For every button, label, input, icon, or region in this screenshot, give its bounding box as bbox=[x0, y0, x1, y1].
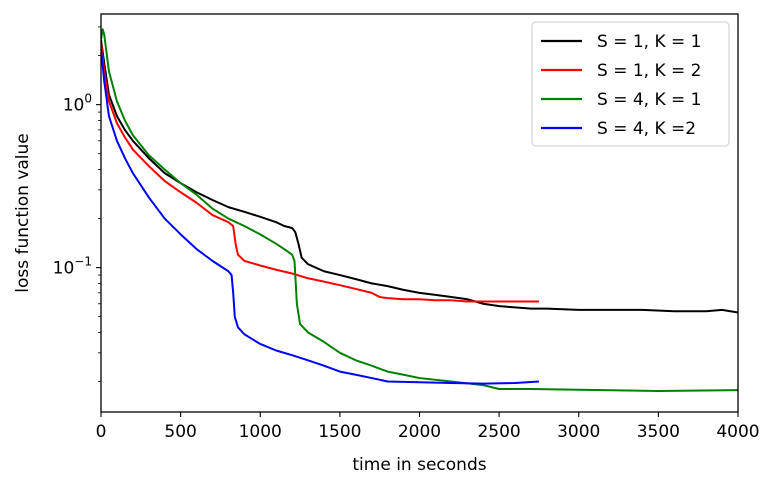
x-tick-label: 1500 bbox=[318, 422, 361, 442]
x-tick-label: 2500 bbox=[477, 422, 520, 442]
x-tick-label: 4000 bbox=[716, 422, 759, 442]
y-tick-label: 100 bbox=[63, 92, 92, 116]
x-tick-label: 1000 bbox=[239, 422, 282, 442]
legend-label-2: S = 1, K = 2 bbox=[597, 61, 701, 81]
series-layer bbox=[101, 28, 738, 392]
x-tick-label: 2000 bbox=[398, 422, 441, 442]
x-tick-label: 3000 bbox=[557, 422, 600, 442]
y-axis-label: loss function value bbox=[13, 133, 33, 293]
x-tick-label: 0 bbox=[96, 422, 107, 442]
y-axis: 100 10−1 bbox=[53, 26, 101, 382]
x-tick-label: 500 bbox=[164, 422, 196, 442]
legend: S = 1, K = 1 S = 1, K = 2 S = 4, K = 1 S = … bbox=[531, 21, 730, 147]
legend-box bbox=[531, 21, 730, 147]
legend-label-4: S = 4, K =2 bbox=[597, 119, 696, 139]
legend-label-1: S = 1, K = 1 bbox=[597, 32, 701, 52]
x-tick-label: 3500 bbox=[637, 422, 680, 442]
series-line-2 bbox=[101, 42, 539, 303]
y-tick-label: 10−1 bbox=[53, 255, 92, 279]
x-axis: 0 500 1000 1500 2000 2500 3000 3500 4000 bbox=[96, 412, 760, 442]
series-line-1 bbox=[101, 39, 738, 314]
series-line-4 bbox=[101, 48, 539, 385]
legend-label-3: S = 4, K = 1 bbox=[597, 90, 701, 110]
x-axis-label: time in seconds bbox=[352, 455, 486, 475]
